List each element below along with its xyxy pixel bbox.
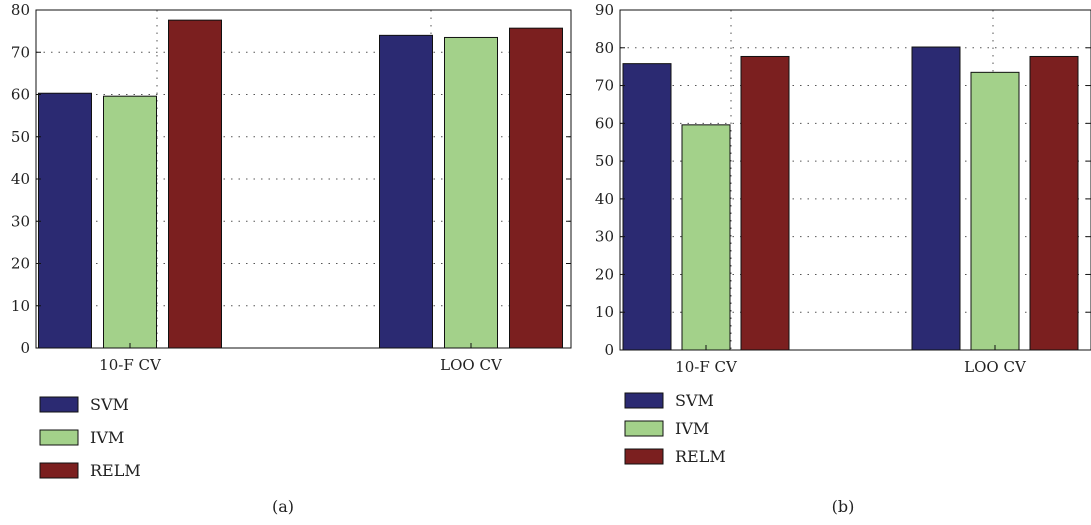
y-tick-label: 30 xyxy=(11,212,30,230)
y-tick-label: 80 xyxy=(595,39,614,57)
legend-swatch-ivm xyxy=(624,420,664,437)
legend-swatch-relm xyxy=(39,462,79,479)
legend-swatch-relm xyxy=(624,448,664,465)
panel-caption: (b) xyxy=(832,497,855,516)
legend-swatch-svm xyxy=(624,392,664,409)
legend-label-ivm: IVM xyxy=(90,428,124,447)
plot-frame xyxy=(619,9,1091,351)
bar-relm-loo-cv xyxy=(509,27,563,349)
legend-label-relm: RELM xyxy=(90,461,141,480)
y-tick-label: 10 xyxy=(11,297,30,315)
x-tick-label: LOO CV xyxy=(964,358,1027,376)
bar-svm-loo-cv xyxy=(379,34,433,349)
y-tick-label: 50 xyxy=(595,152,614,170)
y-tick-label: 20 xyxy=(595,265,614,283)
bar-relm-10f-cv xyxy=(740,55,790,351)
legend-label-relm: RELM xyxy=(675,447,726,466)
bar-ivm-10f-cv xyxy=(103,95,157,349)
bar-svm-10f-cv xyxy=(622,63,672,351)
y-tick-label: 50 xyxy=(11,128,30,146)
panel-caption: (a) xyxy=(272,497,294,516)
y-tick-label: 90 xyxy=(595,1,614,19)
legend-swatch-svm xyxy=(39,396,79,413)
y-tick-label: 60 xyxy=(595,114,614,132)
y-tick-label: 70 xyxy=(11,43,30,61)
y-tick-label: 30 xyxy=(595,228,614,246)
legend-label-svm: SVM xyxy=(675,391,714,410)
y-tick-label: 60 xyxy=(11,86,30,104)
y-tick-label: 40 xyxy=(11,170,30,188)
y-tick-label: 20 xyxy=(11,255,30,273)
legend-swatch-ivm xyxy=(39,429,79,446)
y-tick-label: 0 xyxy=(604,341,614,359)
chart-panel-b: 10-F CV LOO CV 0 10 20 30 40 50 60 70 80 90 SVM IVM RE… xyxy=(595,1,1091,516)
y-tick-label: 80 xyxy=(11,1,30,19)
bar-svm-loo-cv xyxy=(911,46,961,351)
bar-relm-loo-cv xyxy=(1029,55,1079,351)
y-tick-label: 10 xyxy=(595,303,614,321)
y-tick-label: 70 xyxy=(595,77,614,95)
plot-frame xyxy=(35,9,572,349)
y-tick-label: 0 xyxy=(20,339,30,357)
bar-svm-10f-cv xyxy=(38,92,92,349)
bar-ivm-10f-cv xyxy=(681,124,731,351)
bar-relm-10f-cv xyxy=(168,19,222,349)
x-tick-label: 10-F CV xyxy=(99,356,162,374)
bar-ivm-loo-cv xyxy=(444,36,498,349)
chart-panel-a: 10-F CV LOO CV 0 10 20 30 40 50 60 70 80 SVM IVM RELM… xyxy=(11,1,572,516)
x-tick-label: LOO CV xyxy=(440,356,503,374)
legend-label-ivm: IVM xyxy=(675,419,709,438)
x-tick-label: 10-F CV xyxy=(675,358,738,376)
y-tick-label: 40 xyxy=(595,190,614,208)
legend-label-svm: SVM xyxy=(90,395,129,414)
bar-ivm-loo-cv xyxy=(970,71,1020,351)
